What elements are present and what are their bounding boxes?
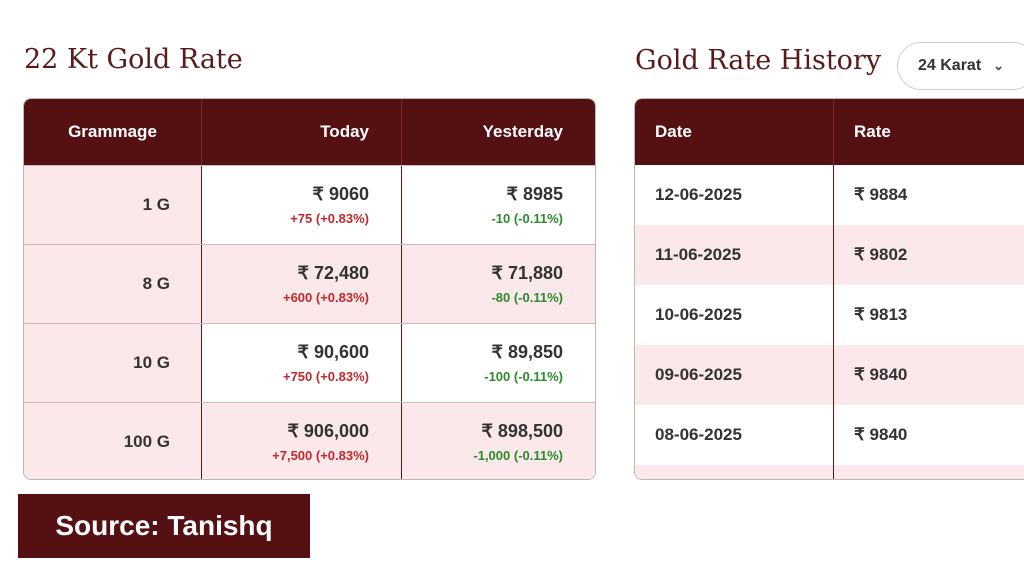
history-row: 12-06-2025 ₹ 9884: [635, 165, 1024, 225]
today-cell: ₹ 9060 +75 (+0.83%): [202, 166, 402, 244]
grammage-cell: 10 G: [24, 324, 202, 402]
history-row: 08-06-2025 ₹ 9840: [635, 405, 1024, 465]
history-date: 11-06-2025: [635, 225, 834, 285]
history-rate: ₹ 9884: [854, 185, 908, 204]
header-yesterday: Yesterday: [482, 122, 563, 141]
karat-dropdown-label: 24 Karat: [918, 57, 982, 74]
today-price: ₹ 90,600: [297, 342, 369, 362]
yesterday-cell: ₹ 71,880 -80 (-0.11%): [402, 245, 595, 323]
history-date: 12-06-2025: [635, 165, 834, 225]
history-rate: ₹ 9802: [854, 245, 908, 264]
karat-dropdown[interactable]: 24 Karat ⌄: [897, 42, 1024, 90]
today-price: ₹ 72,480: [297, 263, 369, 283]
chevron-down-icon: ⌄: [993, 58, 1005, 73]
header-rate: Rate: [854, 122, 891, 141]
history-date: 10-06-2025: [635, 285, 834, 345]
today-cell: ₹ 72,480 +600 (+0.83%): [202, 245, 402, 323]
header-today: Today: [202, 99, 402, 165]
today-change: +750 (+0.83%): [282, 369, 369, 384]
gold-rate-table: Grammage Today Yesterday 1 G ₹ 9060 +75 …: [23, 98, 596, 480]
header-grammage: Grammage: [24, 99, 202, 165]
history-title: Gold Rate History: [635, 45, 882, 76]
yesterday-price: ₹ 71,880: [491, 263, 563, 283]
today-change: +7,500 (+0.83%): [272, 448, 369, 463]
yesterday-change: -1,000 (-0.11%): [473, 448, 563, 463]
table-row: 100 G ₹ 906,000 +7,500 (+0.83%) ₹ 898,50…: [24, 402, 595, 479]
history-row: 11-06-2025 ₹ 9802: [635, 225, 1024, 285]
history-date: 09-06-2025: [635, 345, 834, 405]
yesterday-change: -100 (-0.11%): [484, 369, 563, 384]
table-header: Grammage Today Yesterday: [24, 99, 595, 165]
yesterday-change: -10 (-0.11%): [491, 211, 563, 226]
yesterday-cell: ₹ 8985 -10 (-0.11%): [402, 166, 595, 244]
history-date: 08-06-2025: [635, 405, 834, 465]
history-rate-empty: [834, 465, 1024, 479]
table-row: 1 G ₹ 9060 +75 (+0.83%) ₹ 8985 -10 (-0.1…: [24, 165, 595, 244]
yesterday-cell: ₹ 89,850 -100 (-0.11%): [402, 324, 595, 402]
today-price: ₹ 906,000: [287, 421, 369, 441]
grammage-cell: 1 G: [24, 166, 202, 244]
yesterday-price: ₹ 89,850: [491, 342, 563, 362]
grammage-cell: 100 G: [24, 403, 202, 479]
source-banner: Source: Tanishq: [18, 494, 310, 558]
today-cell: ₹ 906,000 +7,500 (+0.83%): [202, 403, 402, 479]
gold-history-table: Date Rate 12-06-2025 ₹ 9884 11-06-2025 ₹…: [634, 98, 1024, 480]
history-rate: ₹ 9840: [854, 365, 908, 384]
history-row-partial: [635, 465, 1024, 479]
today-change: +600 (+0.83%): [282, 290, 369, 305]
yesterday-cell: ₹ 898,500 -1,000 (-0.11%): [402, 403, 595, 479]
table-row: 10 G ₹ 90,600 +750 (+0.83%) ₹ 89,850 -10…: [24, 323, 595, 402]
history-date-empty: [635, 465, 834, 479]
history-header: Date Rate: [635, 99, 1024, 165]
history-row: 10-06-2025 ₹ 9813: [635, 285, 1024, 345]
yesterday-price: ₹ 898,500: [481, 421, 563, 441]
yesterday-price: ₹ 8985: [506, 184, 564, 204]
yesterday-change: -80 (-0.11%): [491, 290, 563, 305]
grammage-cell: 8 G: [24, 245, 202, 323]
history-row: 09-06-2025 ₹ 9840: [635, 345, 1024, 405]
header-date: Date: [635, 99, 834, 165]
gold-rate-title: 22 Kt Gold Rate: [24, 44, 243, 75]
history-rate: ₹ 9840: [854, 425, 908, 444]
today-change: +75 (+0.83%): [290, 211, 369, 226]
history-rate: ₹ 9813: [854, 305, 908, 324]
today-cell: ₹ 90,600 +750 (+0.83%): [202, 324, 402, 402]
today-price: ₹ 9060: [312, 184, 370, 204]
table-row: 8 G ₹ 72,480 +600 (+0.83%) ₹ 71,880 -80 …: [24, 244, 595, 323]
